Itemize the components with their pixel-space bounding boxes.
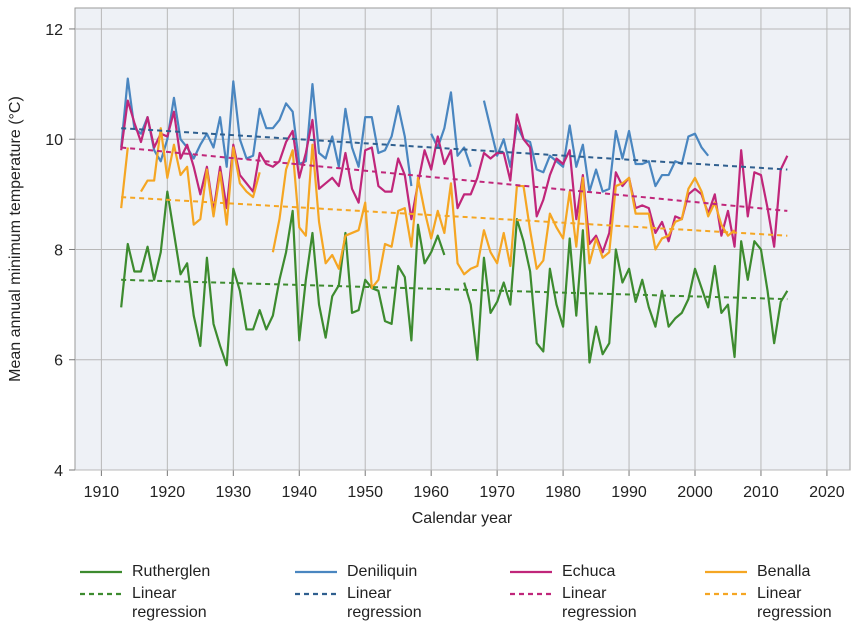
legend-swatch <box>510 592 552 596</box>
x-tick-label: 1930 <box>216 484 252 501</box>
legend-swatch <box>295 570 337 574</box>
legend-label: Deniliquin <box>347 563 418 580</box>
y-tick-label: 6 <box>54 353 63 370</box>
x-axis-label: Calendar year <box>412 510 513 527</box>
legend: Rutherglen Linear regression Deniliquin Lin… <box>80 562 850 640</box>
plot-area <box>74 7 851 471</box>
y-tick-label: 10 <box>45 132 63 149</box>
legend-entry: Linear regression <box>705 584 837 622</box>
x-tick-label: 1960 <box>413 484 449 501</box>
legend-entry: Benalla <box>705 562 837 581</box>
legend-entry: Linear regression <box>80 584 212 622</box>
legend-entry: Linear regression <box>295 584 427 622</box>
y-tick-label: 4 <box>54 463 63 480</box>
legend-entry: Rutherglen <box>80 562 212 581</box>
x-tick-label: 1940 <box>281 484 317 501</box>
x-tick-label: 1970 <box>479 484 515 501</box>
legend-label: Linear regression <box>132 585 207 621</box>
regression-line <box>121 127 788 171</box>
legend-label: Linear regression <box>757 585 832 621</box>
legend-label: Linear regression <box>347 585 422 621</box>
legend-label: Benalla <box>757 563 811 580</box>
x-tick-label: 2000 <box>677 484 713 501</box>
y-axis-label: Mean annual minimum temperature (°C) <box>7 96 24 382</box>
legend-swatch <box>80 592 122 596</box>
legend-label: Echuca <box>562 563 616 580</box>
legend-swatch <box>705 570 747 574</box>
legend-swatch <box>80 570 122 574</box>
y-tick-label: 12 <box>45 22 63 39</box>
legend-label: Rutherglen <box>132 563 211 580</box>
x-tick-label: 2010 <box>743 484 779 501</box>
legend-entry: Echuca <box>510 562 642 581</box>
regression-line <box>121 196 788 237</box>
legend-swatch <box>295 592 337 596</box>
legend-label: Linear regression <box>562 585 637 621</box>
regression-line <box>121 278 788 301</box>
chart: Calendar year Mean annual minimum temper… <box>7 7 851 527</box>
legend-entry: Linear regression <box>510 584 642 622</box>
legend-entry: Deniliquin <box>295 562 427 581</box>
regression-line <box>121 146 788 212</box>
x-tick-label: 1920 <box>150 484 186 501</box>
x-tick-label: 1980 <box>545 484 581 501</box>
x-tick-label: 1950 <box>347 484 383 501</box>
y-tick-label: 8 <box>54 242 63 259</box>
x-tick-label: 1910 <box>84 484 120 501</box>
legend-swatch <box>510 570 552 574</box>
x-tick-label: 2020 <box>809 484 845 501</box>
series-line <box>120 190 789 367</box>
legend-swatch <box>705 592 747 596</box>
x-tick-label: 1990 <box>611 484 647 501</box>
